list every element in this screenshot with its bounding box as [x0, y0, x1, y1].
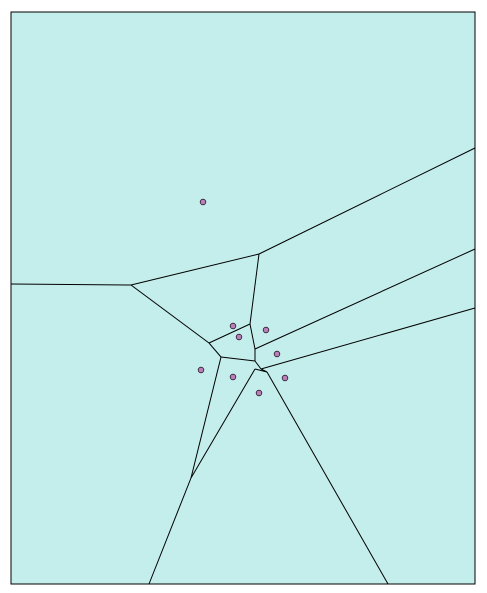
voronoi-edge [190, 368, 256, 479]
voronoi-site-point [229, 322, 237, 330]
voronoi-edge [254, 360, 262, 370]
voronoi-edge [249, 253, 260, 325]
voronoi-edge [258, 147, 476, 255]
voronoi-edge [208, 342, 222, 358]
voronoi-site-point [199, 198, 207, 206]
voronoi-site-point [281, 374, 289, 382]
voronoi-sites [197, 198, 289, 397]
voronoi-edge [130, 284, 210, 344]
voronoi-site-point [262, 326, 270, 334]
voronoi-site-point [197, 366, 205, 374]
voronoi-site-point [255, 389, 263, 397]
voronoi-edge [208, 323, 251, 344]
voronoi-edge [254, 248, 476, 350]
voronoi-edge [254, 368, 268, 373]
voronoi-edge [10, 283, 132, 286]
voronoi-edge [220, 356, 256, 362]
voronoi-site-point [273, 350, 281, 358]
voronoi-edge [190, 356, 222, 479]
voronoi-edge [249, 323, 256, 350]
voronoi-edge [260, 307, 476, 370]
voronoi-edge [266, 371, 389, 585]
voronoi-site-point [229, 373, 237, 381]
voronoi-site-point [235, 333, 243, 341]
diagram-background [10, 11, 476, 585]
voronoi-edge [130, 253, 260, 286]
voronoi-edges [10, 147, 476, 585]
voronoi-edge [148, 477, 192, 585]
